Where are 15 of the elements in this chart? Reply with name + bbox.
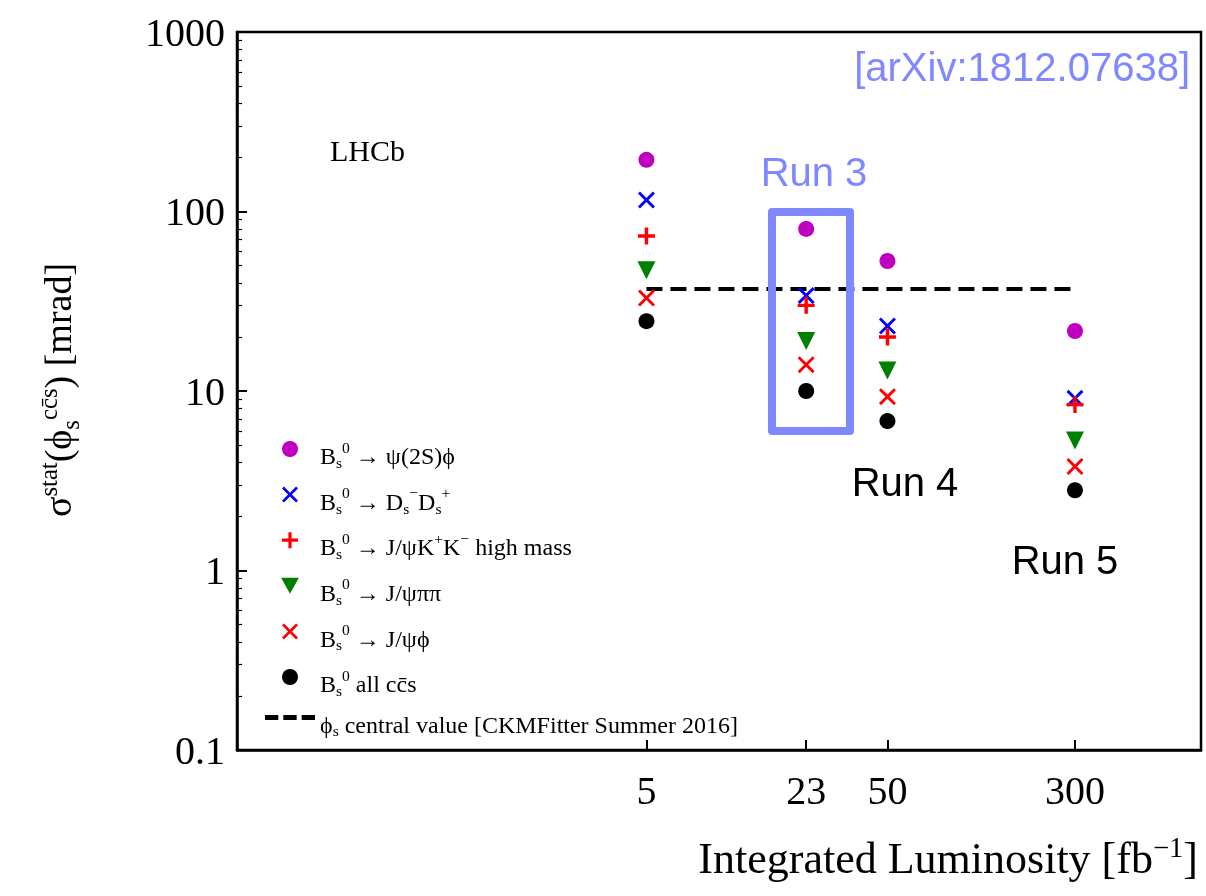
y-tick-label: 100 bbox=[165, 189, 225, 234]
annotation: Run 4 bbox=[851, 460, 959, 504]
annotation: Run 3 bbox=[760, 150, 868, 194]
x-tick-label: 300 bbox=[1044, 767, 1105, 813]
y-tick-label: 1000 bbox=[145, 9, 225, 55]
x-tick-label: 23 bbox=[786, 767, 827, 813]
x-axis-title: Integrated Luminosity [fb$^{−1}$] bbox=[698, 832, 1198, 884]
y-tick-label: 1 bbox=[205, 548, 225, 593]
annotation: LHCb bbox=[330, 133, 405, 167]
x-tick-label: 50 bbox=[867, 767, 908, 813]
y-tick-label: 0.1 bbox=[175, 727, 225, 773]
y-tick-label: 10 bbox=[185, 368, 225, 414]
annotation: [arXiv:1812.07638] bbox=[854, 45, 1190, 89]
annotation: Run 5 bbox=[1011, 538, 1119, 582]
x-tick-label: 5 bbox=[636, 767, 657, 813]
